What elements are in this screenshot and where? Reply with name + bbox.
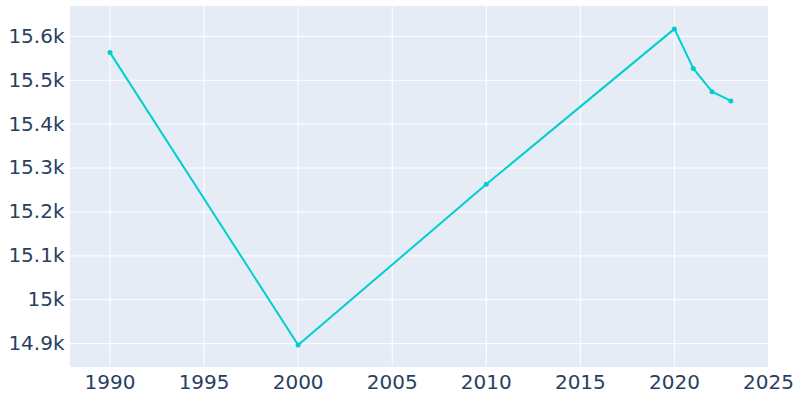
svg-text:2000: 2000 xyxy=(273,370,324,394)
svg-text:2020: 2020 xyxy=(649,370,700,394)
svg-text:15.4k: 15.4k xyxy=(8,112,65,136)
svg-text:2015: 2015 xyxy=(555,370,606,394)
svg-text:15k: 15k xyxy=(27,287,64,311)
svg-text:15.3k: 15.3k xyxy=(8,155,65,179)
svg-text:2005: 2005 xyxy=(367,370,418,394)
svg-text:15.2k: 15.2k xyxy=(8,199,65,223)
svg-text:1990: 1990 xyxy=(85,370,136,394)
svg-text:2025: 2025 xyxy=(743,370,794,394)
svg-text:15.6k: 15.6k xyxy=(8,24,65,48)
svg-text:1995: 1995 xyxy=(179,370,230,394)
svg-text:15.1k: 15.1k xyxy=(8,243,65,267)
svg-text:2010: 2010 xyxy=(461,370,512,394)
svg-text:14.9k: 14.9k xyxy=(8,331,65,355)
svg-text:15.5k: 15.5k xyxy=(8,68,65,92)
